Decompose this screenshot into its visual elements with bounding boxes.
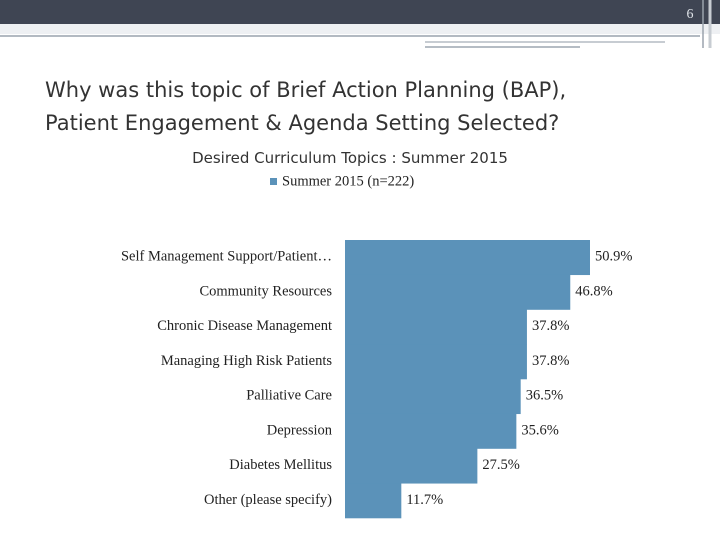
bar (345, 274, 571, 310)
category-label: Diabetes Mellitus (229, 457, 332, 473)
value-label: 37.8% (532, 353, 569, 369)
category-label: Managing High Risk Patients (161, 353, 333, 369)
bar (345, 448, 478, 484)
value-label: 36.5% (526, 388, 563, 404)
bar (345, 309, 527, 345)
bar (345, 413, 517, 449)
value-label: 37.8% (532, 318, 569, 334)
legend-swatch (270, 178, 277, 185)
value-label: 50.9% (595, 249, 632, 265)
category-label: Community Resources (199, 283, 332, 299)
bar (345, 240, 590, 276)
chart-title: Desired Curriculum Topics : Summer 2015 (192, 149, 508, 167)
bar (345, 344, 527, 380)
heading-line: Why was this topic of Brief Action Plann… (45, 78, 566, 102)
chart: Summer 2015 (n=222) Self Management Suppo… (121, 173, 632, 519)
category-label: Other (please specify) (204, 492, 332, 508)
category-label: Palliative Care (246, 388, 332, 404)
category-label: Self Management Support/Patient… (121, 249, 332, 265)
value-label: 11.7% (406, 492, 443, 508)
bar (345, 379, 521, 415)
heading-line: Patient Engagement & Agenda Setting Sele… (45, 111, 559, 135)
banner-band (0, 24, 720, 34)
value-label: 35.6% (521, 422, 558, 438)
value-label: 46.8% (575, 283, 612, 299)
value-label: 27.5% (482, 457, 519, 473)
category-label: Depression (267, 422, 333, 438)
legend-label: Summer 2015 (n=222) (282, 173, 414, 189)
top-banner (0, 0, 720, 24)
category-label: Chronic Disease Management (157, 318, 332, 334)
bar (345, 483, 402, 519)
slide-number: 6 (687, 7, 694, 22)
